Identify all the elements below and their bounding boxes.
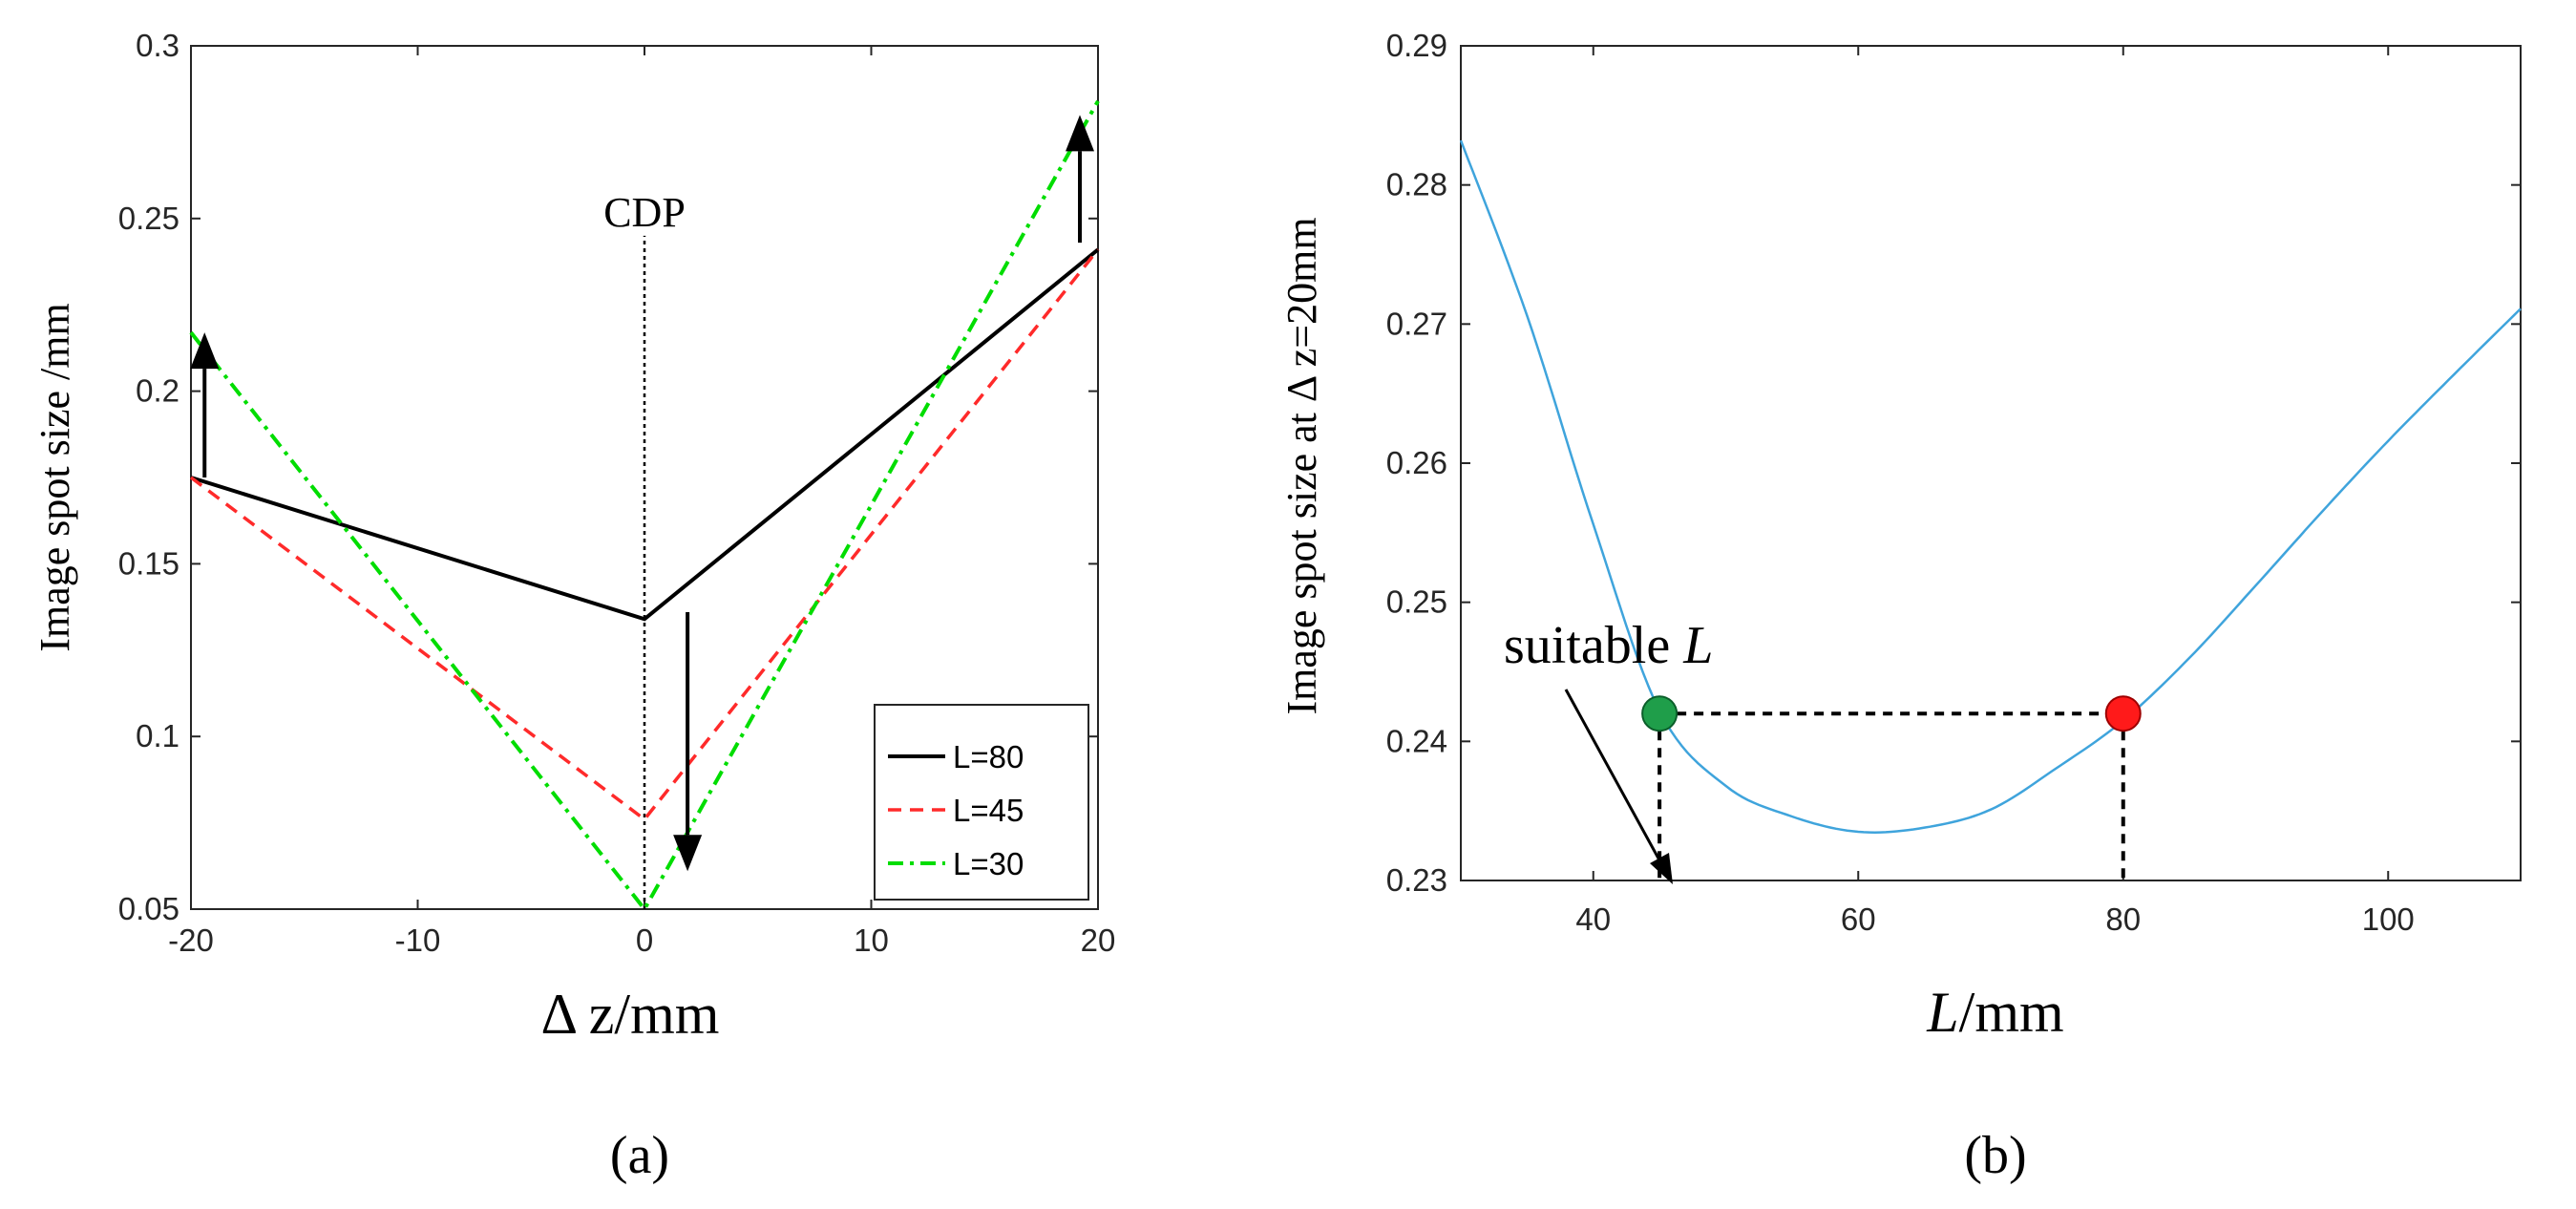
chart-b-panel-label: (b): [1964, 1126, 2026, 1185]
chart-b: 40 60 80 100 0.23 0.24 0.25 0.26 0.27 0.28 0.29 su…: [1278, 28, 2522, 1185]
chart-a-ylabel: Image spot size /mm: [32, 303, 78, 651]
x-tick-label: 80: [2105, 901, 2141, 937]
y-tick-label: 0.2: [136, 373, 179, 409]
x-tick-label: 0: [636, 923, 653, 958]
y-tick-label: 0.25: [1386, 584, 1447, 620]
suitable-L-arrowhead: [1650, 853, 1673, 884]
chart-b-ylabel: Image spot size at Δ z=20mm: [1278, 217, 1325, 714]
x-tick-label: 40: [1575, 901, 1611, 937]
chart-b-ticks: [1461, 45, 2521, 881]
arrowhead-down-center: [673, 835, 703, 872]
chart-a-panel-label: (a): [610, 1126, 669, 1185]
y-tick-label: 0.26: [1386, 445, 1447, 480]
y-tick-label: 0.27: [1386, 306, 1447, 341]
legend-label-L45: L=45: [953, 793, 1024, 828]
x-tick-label: -20: [168, 923, 214, 958]
suitable-L-annotation: suitable L: [1504, 616, 1713, 675]
y-tick-label: 0.3: [136, 28, 179, 63]
reference-point-marker: [2104, 695, 2142, 732]
x-tick-label: 100: [2362, 901, 2415, 937]
x-tick-label: 10: [854, 923, 889, 958]
x-tick-label: -10: [395, 923, 441, 958]
x-tick-label: 20: [1081, 923, 1116, 958]
chart-a-tick-labels: -20 -10 0 10 20 0.05 0.1 0.15 0.2 0.25 0.3: [118, 28, 1116, 958]
chart-b-tick-labels: 40 60 80 100 0.23 0.24 0.25 0.26 0.27 0.28 0.29: [1386, 28, 2415, 937]
legend-label-L30: L=30: [953, 846, 1024, 881]
legend-box: [874, 704, 1089, 901]
legend-label-L80: L=80: [953, 739, 1024, 774]
y-tick-label: 0.15: [118, 545, 179, 581]
y-tick-label: 0.29: [1386, 28, 1447, 63]
arrowhead-up-right: [1066, 115, 1094, 152]
chart-b-xlabel: L/mm: [1926, 981, 2063, 1044]
suitable-L-arrow: [1564, 689, 1665, 868]
y-tick-label: 0.1: [136, 718, 179, 753]
chart-a-legend: L=80 L=45 L=30: [874, 704, 1089, 901]
chart-b-plot-frame: [1460, 45, 2522, 881]
y-tick-label: 0.25: [118, 201, 179, 236]
y-tick-label: 0.28: [1386, 167, 1447, 202]
chart-a: -20 -10 0 10 20 0.05 0.1 0.15 0.2 0.25 0.3 CDP L=8…: [32, 28, 1115, 1185]
x-tick-label: 60: [1841, 901, 1876, 937]
chart-a-xlabel: Δ z/mm: [541, 983, 720, 1046]
series-line-L80: [190, 247, 1100, 622]
suitable-point-marker: [1641, 695, 1679, 732]
arrowhead-up-left: [190, 332, 220, 370]
cdp-label: CDP: [603, 189, 686, 236]
spot-size-curve: [1459, 139, 2522, 834]
chart-a-ticks: [190, 45, 1099, 910]
y-tick-label: 0.24: [1386, 723, 1447, 758]
y-tick-label: 0.05: [118, 891, 179, 926]
y-tick-label: 0.23: [1386, 862, 1447, 898]
